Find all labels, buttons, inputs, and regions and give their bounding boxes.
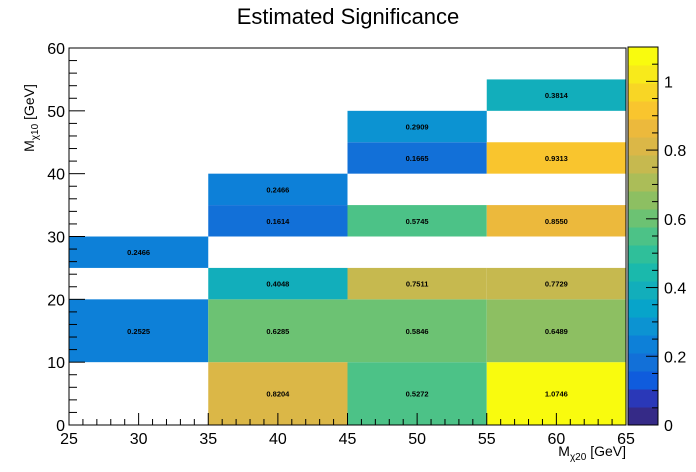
x-axis-label-sub: χ20 bbox=[570, 452, 587, 463]
y-tick-label: 10 bbox=[47, 355, 65, 372]
cell-value-label: 0.5272 bbox=[406, 390, 429, 399]
heatmap-cells bbox=[69, 79, 626, 425]
color-scale-band bbox=[628, 227, 658, 246]
x-tick-label: 40 bbox=[269, 431, 287, 448]
heatmap-cell bbox=[69, 236, 209, 268]
color-scale-band bbox=[628, 245, 658, 264]
color-scale-band bbox=[628, 137, 658, 156]
color-scale-band bbox=[628, 101, 658, 120]
x-axis-label-unit: [GeV] bbox=[586, 443, 626, 459]
cell-value-label: 0.6489 bbox=[545, 327, 568, 336]
heatmap-cell bbox=[486, 299, 626, 363]
color-scale-tick-label: 0.2 bbox=[664, 349, 686, 366]
cell-value-label: 0.1614 bbox=[266, 217, 290, 226]
x-axis: 25 30 35 40 45 50 55 60 65 bbox=[60, 413, 635, 448]
cell-value-label: 0.2525 bbox=[127, 327, 150, 336]
y-axis-label-sub: χ10 bbox=[30, 123, 41, 140]
x-axis-label: Mχ20 [GeV] bbox=[558, 443, 626, 463]
heatmap-cell bbox=[486, 267, 626, 300]
y-tick-label: 60 bbox=[47, 41, 65, 58]
heatmap-cell bbox=[347, 110, 487, 143]
y-axis-label: Mχ10 [GeV] bbox=[21, 84, 41, 152]
y-tick-label: 30 bbox=[47, 230, 65, 247]
color-scale-band bbox=[628, 263, 658, 282]
color-scale-band bbox=[628, 173, 658, 192]
cell-value-labels: 0.2525 0.2466 0.8204 0.6285 0.4048 0.1614 0.24… bbox=[127, 91, 569, 398]
cell-value-label: 0.1665 bbox=[406, 154, 429, 163]
cell-value-label: 0.8550 bbox=[545, 217, 568, 226]
x-tick-label: 55 bbox=[478, 431, 496, 448]
heatmap-cell bbox=[347, 142, 487, 174]
color-scale-band bbox=[628, 191, 658, 210]
cell-value-label: 0.9313 bbox=[545, 154, 568, 163]
heatmap-cell bbox=[486, 79, 626, 111]
color-scale-tick-label: 0.8 bbox=[664, 143, 686, 160]
color-scale-band bbox=[628, 299, 658, 318]
y-tick-label: 40 bbox=[47, 167, 65, 184]
cell-value-label: 0.8204 bbox=[266, 390, 290, 399]
y-axis: 0 10 20 30 40 50 60 bbox=[47, 41, 85, 435]
y-tick-label: 50 bbox=[47, 104, 65, 121]
color-scale-band bbox=[628, 317, 658, 336]
x-axis-label-main: M bbox=[558, 443, 570, 459]
heatmap-cell bbox=[208, 267, 348, 300]
y-tick-label: 0 bbox=[56, 418, 65, 435]
heatmap-cell bbox=[347, 267, 487, 300]
cell-value-label: 0.2466 bbox=[266, 185, 289, 194]
color-scale-band bbox=[628, 209, 658, 228]
cell-value-label: 1.0746 bbox=[545, 390, 568, 399]
y-tick-label: 20 bbox=[47, 292, 65, 309]
cell-value-label: 0.3814 bbox=[545, 91, 569, 100]
color-scale-band bbox=[628, 353, 658, 372]
color-scale-tick-label: 0 bbox=[664, 418, 673, 435]
cell-value-label: 0.7729 bbox=[545, 280, 568, 289]
color-scale-band bbox=[628, 83, 658, 102]
chart-title: Estimated Significance bbox=[237, 4, 460, 29]
heatmap-cell bbox=[347, 205, 487, 237]
color-scale-band bbox=[628, 389, 658, 408]
color-scale-bar: 0 0.2 0.4 0.6 0.8 1 bbox=[627, 46, 686, 435]
y-axis-label-main: M bbox=[21, 140, 37, 152]
x-tick-label: 35 bbox=[199, 431, 217, 448]
heatmap-cell bbox=[208, 205, 348, 237]
cell-value-label: 0.5745 bbox=[406, 217, 429, 226]
color-scale-band bbox=[628, 155, 658, 174]
color-scale-band bbox=[628, 371, 658, 390]
color-scale-band bbox=[628, 407, 658, 426]
cell-value-label: 0.7511 bbox=[406, 280, 429, 289]
cell-value-label: 0.2909 bbox=[406, 123, 429, 132]
color-scale-band bbox=[628, 119, 658, 138]
x-tick-label: 25 bbox=[60, 431, 78, 448]
color-scale-tick-label: 1 bbox=[664, 74, 673, 91]
color-scale-band bbox=[628, 281, 658, 300]
heatmap-cell bbox=[347, 299, 487, 363]
x-tick-label: 45 bbox=[339, 431, 357, 448]
color-scale-band bbox=[628, 47, 658, 66]
color-scale-band bbox=[628, 335, 658, 354]
x-tick-label: 60 bbox=[547, 431, 565, 448]
cell-value-label: 0.2466 bbox=[127, 248, 150, 257]
cell-value-label: 0.6285 bbox=[266, 327, 289, 336]
heatmap-cell bbox=[208, 173, 348, 206]
color-scale-band bbox=[628, 65, 658, 84]
x-tick-label: 50 bbox=[408, 431, 426, 448]
cell-value-label: 0.4048 bbox=[266, 280, 289, 289]
heatmap-cell bbox=[486, 142, 626, 174]
y-axis-label-unit: [GeV] bbox=[21, 84, 37, 124]
heatmap-cell bbox=[208, 299, 348, 363]
x-tick-label: 30 bbox=[130, 431, 148, 448]
color-scale-tick-label: 0.4 bbox=[664, 281, 686, 298]
color-scale-tick-label: 0.6 bbox=[664, 212, 686, 229]
cell-value-label: 0.5846 bbox=[406, 327, 429, 336]
heatmap-cell bbox=[69, 299, 209, 363]
heatmap-cell bbox=[486, 205, 626, 237]
x-tick-label: 65 bbox=[617, 431, 635, 448]
